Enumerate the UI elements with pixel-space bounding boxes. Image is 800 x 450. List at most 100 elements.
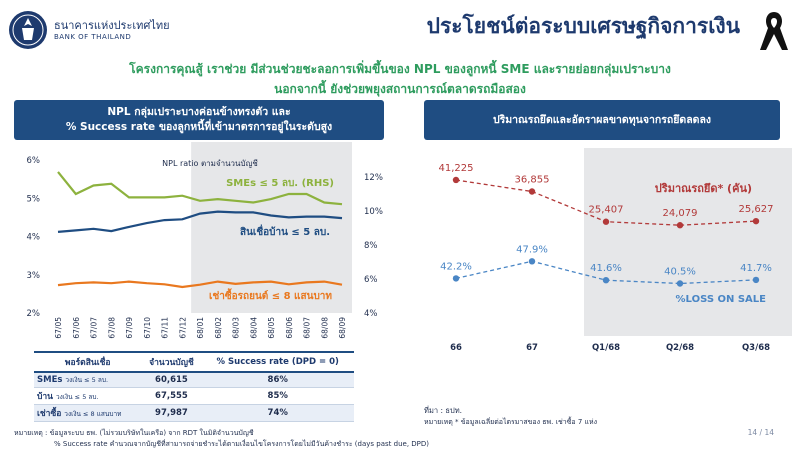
x-tick-label: 66 xyxy=(450,343,462,353)
shaded-period xyxy=(191,142,352,313)
x-tick-label: 67/11 xyxy=(161,317,170,339)
data-label: 36,855 xyxy=(515,175,550,186)
org-name-en: BANK OF THAILAND xyxy=(54,33,132,41)
success-rate-table: พอร์ตสินเชื่อ จำนวนบัญชี % Success rate … xyxy=(34,351,354,422)
data-point xyxy=(602,218,610,225)
repossession-chart: 41,225 36,855 25,407 24,079 25,627 42.2% 47.9%… xyxy=(439,148,792,353)
table-row: บ้าน วงเงิน ≤ 5 ลบ. 67,555 85% xyxy=(34,387,354,405)
subtitle-line2: นอกจากนี้ ยังช่วยพยุงสถานการณ์ตลาดรถมือส… xyxy=(274,82,526,96)
page-title: ประโยชน์ต่อระบบเศรษฐกิจการเงิน xyxy=(426,14,740,38)
y-right-tick-label: 10% xyxy=(364,207,383,217)
table-row: SMEs วงเงิน ≤ 5 ลบ. 60,615 86% xyxy=(34,372,354,388)
y-left-tick-label: 4% xyxy=(27,233,41,243)
chart-subtitle: NPL ratio ตามจำนวนบัญชี xyxy=(162,159,258,168)
data-point xyxy=(676,222,684,229)
series-line xyxy=(57,210,343,233)
data-label: 25,407 xyxy=(589,205,624,216)
x-tick-label: 67/08 xyxy=(107,317,116,339)
y-left-tick-label: 5% xyxy=(27,194,41,204)
y-left-tick-label: 3% xyxy=(27,271,41,281)
series-label: สินเชื่อบ้าน ≤ 5 ลบ. xyxy=(240,224,330,238)
footer-note-line1: หมายเหตุ : ข้อมูลระบบ ธพ. (ไม่รวมบริษัทใ… xyxy=(14,429,254,437)
right-panel-title: ปริมาณรถยึดและอัตราผลขาดทุนจากรถยึดลดลง xyxy=(492,113,712,126)
page-number: 14 / 14 xyxy=(747,428,774,437)
footer-note-line2: % Success rate คำนวณจากบัญชีที่สามารถจ่า… xyxy=(54,440,430,448)
x-tick-label: 68/06 xyxy=(285,317,294,339)
bot-seal-icon xyxy=(8,10,48,50)
x-tick-label: Q3/68 xyxy=(742,343,770,353)
mourning-ribbon-icon xyxy=(754,8,794,54)
data-label: 41.6% xyxy=(590,263,622,274)
x-tick-label: 67 xyxy=(526,343,538,353)
subtitle-line1: โครงการคุณสู้ เราช่วย มีส่วนช่วยชะลอการเ… xyxy=(129,62,671,76)
data-label: 41,225 xyxy=(439,163,474,174)
series-line xyxy=(57,171,343,206)
x-tick-label: Q2/68 xyxy=(666,343,694,353)
right-panel-header: ปริมาณรถยึดและอัตราผลขาดทุนจากรถยึดลดลง xyxy=(424,100,780,140)
y-right-tick-label: 6% xyxy=(364,275,378,285)
y-right-tick-label: 8% xyxy=(364,241,378,251)
table-cell-portfolio: เช่าซื้อ วงเงิน ≤ 8 แสนบาท xyxy=(34,404,142,422)
table-cell-portfolio: SMEs วงเงิน ≤ 5 ลบ. xyxy=(34,372,142,388)
data-point xyxy=(452,176,460,184)
x-tick-label: 67/09 xyxy=(125,317,134,339)
data-point xyxy=(528,258,536,265)
x-tick-label: 68/02 xyxy=(214,317,223,339)
x-tick-label: 68/09 xyxy=(338,317,347,339)
data-label: 42.2% xyxy=(440,261,472,272)
table-cell-accounts: 97,987 xyxy=(141,404,202,422)
table-cell-rate: 74% xyxy=(201,404,354,422)
data-point xyxy=(528,188,536,195)
table-col-portfolio: พอร์ตสินเชื่อ xyxy=(34,351,142,373)
x-tick-label: 67/10 xyxy=(143,317,152,339)
x-tick-label: 68/08 xyxy=(320,317,329,339)
left-panel-header: NPL กลุ่มเปราะบางค่อนข้างทรงตัว และ % Su… xyxy=(14,100,384,140)
org-name-th: ธนาคารแห่งประเทศไทย xyxy=(54,19,170,32)
y-right-tick-label: 12% xyxy=(364,173,383,183)
data-label: 47.9% xyxy=(516,244,548,255)
table-row: เช่าซื้อ วงเงิน ≤ 8 แสนบาท 97,987 74% xyxy=(34,404,354,422)
series-label: เช่าซื้อรถยนต์ ≤ 8 แสนบาท xyxy=(209,288,332,302)
table-header-row: พอร์ตสินเชื่อ จำนวนบัญชี % Success rate … xyxy=(34,351,354,373)
x-tick-label: 67/05 xyxy=(54,317,63,339)
data-point xyxy=(752,276,760,284)
series-label: ปริมาณรถยึด* (คัน) xyxy=(655,182,752,195)
y-left-tick-label: 6% xyxy=(27,156,41,166)
series-line xyxy=(57,280,343,289)
x-tick-label: 67/06 xyxy=(72,317,81,339)
data-label: 24,079 xyxy=(663,208,698,219)
data-point xyxy=(452,275,460,282)
x-tick-label: 68/07 xyxy=(303,317,312,339)
left-panel-title-line2: % Success rate ของลูกหนี้ที่เข้ามาตรการอ… xyxy=(65,121,333,133)
x-tick-label: 67/07 xyxy=(90,317,99,339)
table-cell-accounts: 67,555 xyxy=(141,387,202,405)
data-label: 40.5% xyxy=(664,267,696,278)
table-cell-portfolio: บ้าน วงเงิน ≤ 5 ลบ. xyxy=(34,387,142,405)
x-tick-label: Q1/68 xyxy=(592,343,620,353)
x-tick-label: 68/04 xyxy=(249,317,258,339)
shaded-period xyxy=(584,148,792,336)
x-tick-label: 68/01 xyxy=(196,317,205,339)
npl-ratio-chart: NPL ratio ตามจำนวนบัญชี 2% 3% 4% 5% 6% 4% 6% 8% 1… xyxy=(27,142,383,339)
data-point xyxy=(602,277,610,284)
table-cell-rate: 85% xyxy=(201,387,354,405)
right-footnote: หมายเหตุ * ข้อมูลเฉลี่ยต่อไตรมาสของ ธพ. … xyxy=(424,418,598,426)
data-label: 41.7% xyxy=(740,263,772,274)
table-col-rate: % Success rate (DPD = 0) xyxy=(201,351,354,373)
data-label: 25,627 xyxy=(739,204,774,215)
y-right-tick-label: 4% xyxy=(364,309,378,319)
y-left-tick-label: 2% xyxy=(27,309,41,319)
x-tick-label: 67/12 xyxy=(178,317,187,339)
x-tick-label: 68/05 xyxy=(267,317,276,339)
source-note: ที่มา : ธปท. xyxy=(424,406,463,415)
table-cell-accounts: 60,615 xyxy=(141,372,202,388)
series-label: %LOSS ON SALE xyxy=(676,294,767,305)
table-cell-rate: 86% xyxy=(201,372,354,388)
data-point xyxy=(752,217,760,225)
series-label: SMEs ≤ 5 ลบ. (RHS) xyxy=(226,178,334,189)
data-point xyxy=(676,280,684,287)
table-col-accounts: จำนวนบัญชี xyxy=(141,351,202,373)
left-panel-title-line1: NPL กลุ่มเปราะบางค่อนข้างทรงตัว และ xyxy=(107,106,291,119)
x-tick-label: 68/03 xyxy=(232,317,241,339)
